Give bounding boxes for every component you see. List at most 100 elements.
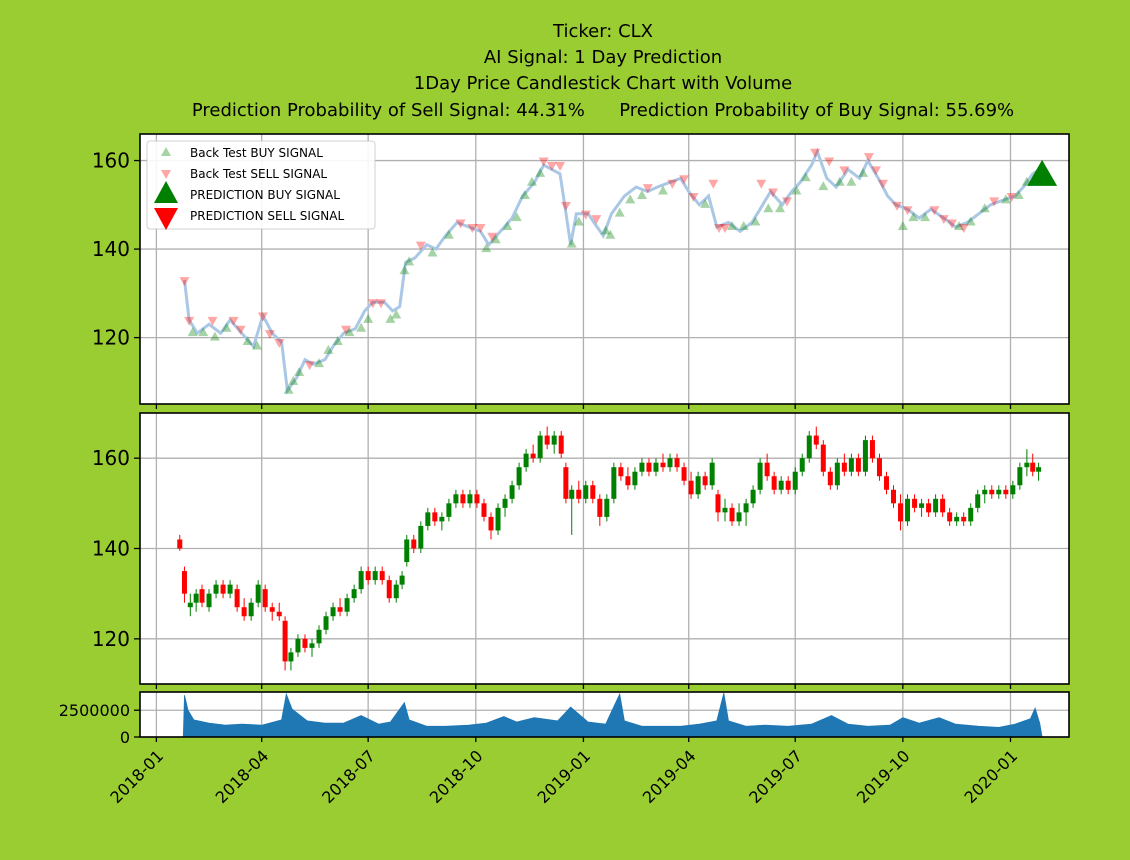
backtest-buy-marker xyxy=(490,234,501,244)
candle-body xyxy=(975,494,981,508)
backtest-buy-marker xyxy=(314,358,325,368)
backtest-sell-marker xyxy=(902,206,913,216)
xtick-label-2019-10: 2019-10 xyxy=(853,746,914,807)
candle-body xyxy=(234,589,240,608)
signal-panel-border xyxy=(139,133,1070,405)
legend-label-prediction-sell: PREDICTION SELL SIGNAL xyxy=(190,209,344,223)
candle-body xyxy=(269,607,275,612)
backtest-buy-marker xyxy=(566,238,577,248)
candle-body xyxy=(625,476,631,486)
backtest-buy-marker xyxy=(636,189,647,199)
candle-body xyxy=(989,489,995,495)
volume-panel-ytick-label-1: 0 xyxy=(120,728,130,747)
candle-body xyxy=(502,498,508,508)
backtest-buy-marker xyxy=(614,207,625,217)
candle-panel-ytick-label-0: 120 xyxy=(92,627,130,651)
candle-body xyxy=(351,589,357,599)
backtest-buy-marker xyxy=(658,185,669,195)
backtest-buy-marker xyxy=(526,176,537,186)
candle-body xyxy=(282,620,288,662)
backtest-buy-marker xyxy=(800,172,811,182)
backtest-sell-marker xyxy=(929,206,940,216)
candle-body xyxy=(771,476,777,490)
backtest-sell-marker xyxy=(877,179,888,189)
backtest-sell-marker xyxy=(1006,192,1017,202)
backtest-buy-marker xyxy=(404,256,415,266)
backtest-buy-marker xyxy=(187,327,198,337)
xtick-label-2019-04: 2019-04 xyxy=(639,746,700,807)
backtest-sell-marker xyxy=(839,166,850,176)
backtest-buy-marker xyxy=(979,203,990,213)
legend-buy-backtest-marker xyxy=(161,147,171,156)
chart-title: Ticker: CLX AI Signal: 1 Day Prediction … xyxy=(192,21,1014,121)
backtest-sell-marker xyxy=(782,197,793,207)
candle-body xyxy=(1003,489,1009,495)
candle-body xyxy=(778,480,784,490)
candle-body xyxy=(729,507,735,522)
candle-body xyxy=(177,539,183,549)
candle-body xyxy=(453,494,459,504)
backtest-buy-marker xyxy=(519,189,530,199)
candle-body xyxy=(1017,467,1023,486)
candle-body xyxy=(1036,467,1042,472)
candle-body xyxy=(876,458,882,477)
candle-body xyxy=(255,584,261,603)
candle-body xyxy=(827,471,833,486)
candle-body xyxy=(681,467,687,481)
signal-panel-ytick-label-2: 160 xyxy=(92,149,130,173)
candle-body xyxy=(639,462,645,472)
candle-body xyxy=(674,458,680,468)
xtick-label-2018-04: 2018-04 xyxy=(212,746,273,807)
backtest-buy-marker xyxy=(294,367,305,377)
backtest-buy-marker xyxy=(763,203,774,213)
candle-body xyxy=(968,507,974,522)
candle-body xyxy=(597,498,603,517)
candle-panel-border xyxy=(139,412,1070,685)
candle-body xyxy=(425,512,431,526)
backtest-sell-marker xyxy=(487,232,498,242)
backtest-buy-marker xyxy=(391,309,402,319)
candle-body xyxy=(262,589,268,608)
backtest-sell-marker xyxy=(824,157,835,167)
candle-body xyxy=(632,471,638,486)
candle-body xyxy=(996,489,1002,495)
candle-body xyxy=(947,512,953,522)
backtest-buy-marker xyxy=(846,176,857,186)
backtest-buy-marker xyxy=(775,203,786,213)
volume-panel-border xyxy=(139,691,1070,738)
candle-body xyxy=(702,476,708,486)
candle-panel-ytick-label-2: 160 xyxy=(92,446,130,470)
candle-body xyxy=(393,584,399,599)
candle-body xyxy=(523,453,529,468)
backtest-sell-marker xyxy=(184,316,195,326)
legend-buy-prediction-marker xyxy=(154,181,178,203)
candle-body xyxy=(569,489,575,499)
candle-body xyxy=(855,458,861,472)
backtest-buy-marker xyxy=(897,220,908,230)
title-line-chart-type: 1Day Price Candlestick Chart with Volume xyxy=(414,73,792,94)
backtest-buy-marker xyxy=(399,265,410,275)
candle-body xyxy=(181,571,187,594)
signal-panel-ytick-label-1: 140 xyxy=(92,237,130,261)
candle-body xyxy=(386,580,392,599)
candle-body xyxy=(241,607,247,617)
backtest-sell-marker xyxy=(667,179,678,189)
candle-body xyxy=(227,584,233,594)
candle-body xyxy=(276,611,282,617)
candle-body xyxy=(764,462,770,477)
candle-body xyxy=(411,539,417,549)
backtest-buy-marker xyxy=(288,375,299,385)
backtest-buy-marker xyxy=(323,344,334,354)
candle-body xyxy=(309,643,315,648)
backtest-sell-marker xyxy=(708,179,719,189)
backtest-buy-marker xyxy=(209,331,220,341)
backtest-sell-marker xyxy=(367,299,378,309)
candle-body xyxy=(715,494,721,513)
backtest-sell-marker xyxy=(340,325,351,335)
candle-body xyxy=(750,489,756,504)
close-price-line xyxy=(183,147,1041,395)
candle-body xyxy=(446,503,452,517)
candle-body xyxy=(757,462,763,490)
candle-body xyxy=(590,485,596,499)
